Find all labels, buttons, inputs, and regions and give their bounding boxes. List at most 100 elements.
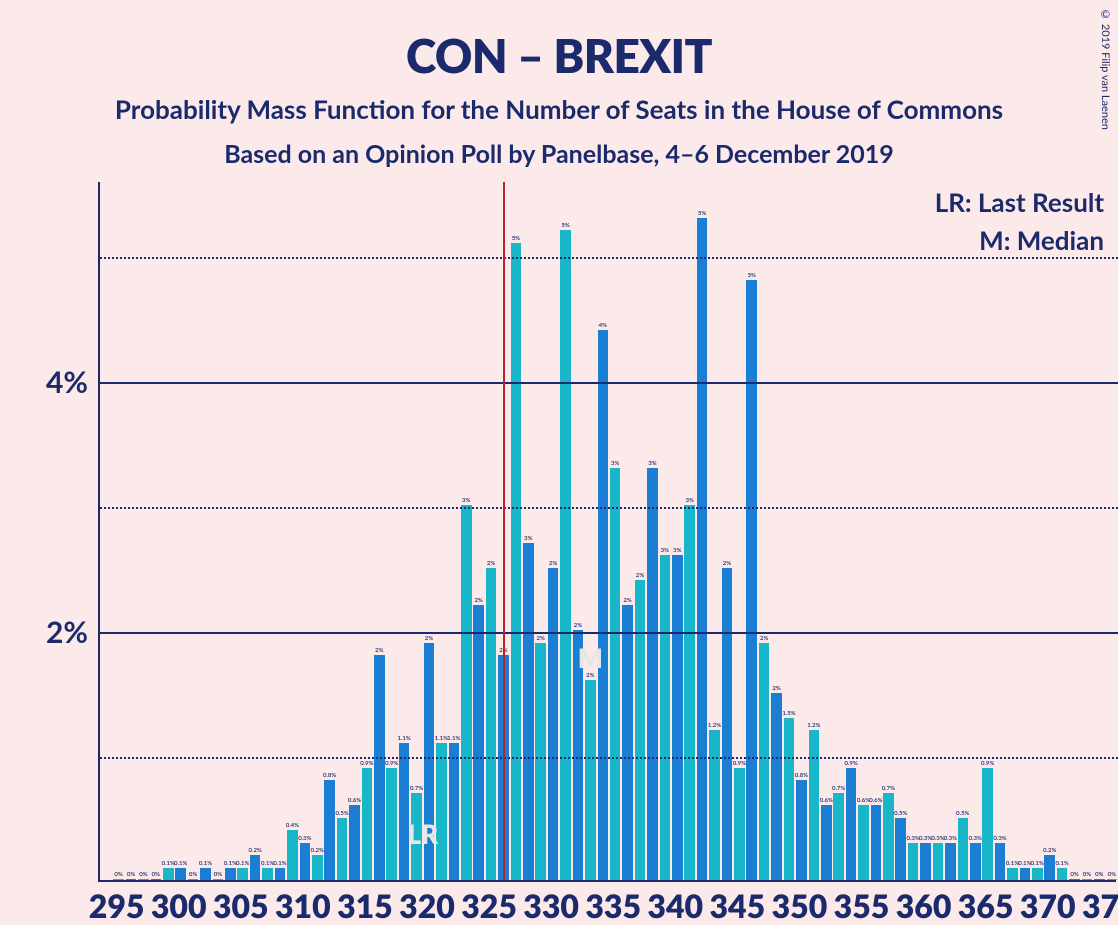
bar-value-label: 3% [524,535,532,542]
bar-value-label: 0.1% [224,860,237,867]
bar-value-label: 0.6% [857,797,870,804]
bar: 0.1% [200,868,211,881]
bar: 1.5% [784,718,795,881]
bar-value-label: 0.3% [298,835,311,842]
bar: 0.8% [796,780,807,880]
copyright-text: © 2019 Filip van Laenen [1099,8,1112,130]
bar-value-label: 0.1% [273,860,286,867]
bar: 0.3% [920,843,931,881]
bar-value-label: 0.1% [1055,860,1068,867]
bar-value-label: 0.9% [981,760,994,767]
bar: 0.1% [275,868,286,881]
bar: 3% [461,505,472,880]
gridline [100,257,1118,259]
bar: 0% [1069,879,1080,880]
bar: 3% [647,468,658,881]
bar-value-label: 2% [574,622,582,629]
plot-area: LR: Last Result M: Median 0%0%0%0%0.1%0.… [98,182,1116,882]
bar: 0.2% [1044,855,1055,880]
bar-value-label: 0.1% [162,860,175,867]
bar: 0.5% [337,818,348,881]
bar-value-label: 0.6% [820,797,833,804]
bar: 0.5% [895,818,906,881]
bar: 3% [660,555,671,880]
bar-value-label: 0.6% [869,797,882,804]
median-marker-label: M [578,642,603,674]
x-axis-tick-label: 345 [710,886,766,925]
bar-value-label: 3% [462,497,470,504]
bar-value-label: 1.1% [398,735,411,742]
bar-value-label: 0% [127,871,135,878]
bar: 0.1% [1057,868,1068,881]
bar: 2% [771,693,782,881]
bar-value-label: 2% [623,597,631,604]
bar: 3% [523,543,534,881]
gridline [100,507,1118,509]
x-axis-tick-label: 325 [461,886,517,925]
bar: 0.9% [362,768,373,881]
bar: 0.1% [175,868,186,881]
bar: 0.3% [300,843,311,881]
bar-value-label: 0.1% [199,860,212,867]
bar-value-label: 0.1% [174,860,187,867]
bar-value-label: 0% [1070,871,1078,878]
bar: 0.1% [237,868,248,881]
bar-value-label: 0.3% [993,835,1006,842]
bar-value-label: 5% [748,272,756,279]
bar-value-label: 0.8% [795,772,808,779]
bar-value-label: 5% [512,235,520,242]
bar-value-label: 0.8% [323,772,336,779]
chart-title: CON – BREXIT [0,28,1118,83]
bar: 0% [213,879,224,880]
bar: 0.7% [883,793,894,881]
chart-subtitle-1: Probability Mass Function for the Number… [0,93,1118,125]
x-axis-tick-label: 305 [213,886,269,925]
bar: 2% [535,643,546,881]
bar: 0.2% [250,855,261,880]
bar-value-label: 3% [648,460,656,467]
bar-value-label: 5% [561,222,569,229]
bar-value-label: 1.2% [708,722,721,729]
bar: 0% [113,879,124,880]
bar-value-label: 0.7% [410,785,423,792]
bar-value-label: 1.1% [447,735,460,742]
bar: 0.3% [995,843,1006,881]
bar: 0.3% [945,843,956,881]
bar-value-label: 3% [661,547,669,554]
bar-value-label: 2% [549,560,557,567]
gridline [100,382,1118,384]
x-axis-tick-label: 315 [337,886,393,925]
y-axis-label: 4% [46,364,88,400]
bar: 2% [486,568,497,881]
bar: 0.3% [933,843,944,881]
bar-value-label: 0.3% [919,835,932,842]
bar: 3% [672,555,683,880]
bar-value-label: 3% [685,497,693,504]
bar-value-label: 0% [189,871,197,878]
bar: 0% [1107,879,1118,880]
bar-value-label: 0.9% [844,760,857,767]
bar: 0.6% [349,805,360,880]
bar: 0.6% [858,805,869,880]
bar-value-label: 1.5% [782,710,795,717]
bar-value-label: 2% [537,635,545,642]
bar-value-label: 0.2% [249,847,262,854]
chart-titles: CON – BREXIT Probability Mass Function f… [0,0,1118,169]
bar: 5% [560,230,571,880]
bar: 4% [598,330,609,880]
bar: 5% [746,280,757,880]
bar-value-label: 0.5% [894,810,907,817]
x-axis-tick-label: 375 [1082,886,1118,925]
bar-value-label: 0.1% [1031,860,1044,867]
bar-value-label: 0% [1083,871,1091,878]
bar: 0.1% [225,868,236,881]
bar: 0% [188,879,199,880]
lr-marker-label: LR [407,818,438,850]
plot-wrap: LR: Last Result M: Median 0%0%0%0%0.1%0.… [98,182,1116,882]
bar: 0.9% [982,768,993,881]
gridline [100,632,1118,634]
bar: 0.9% [846,768,857,881]
bar-value-label: 2% [723,560,731,567]
bar: 0.3% [970,843,981,881]
bar: 2% [374,655,385,880]
